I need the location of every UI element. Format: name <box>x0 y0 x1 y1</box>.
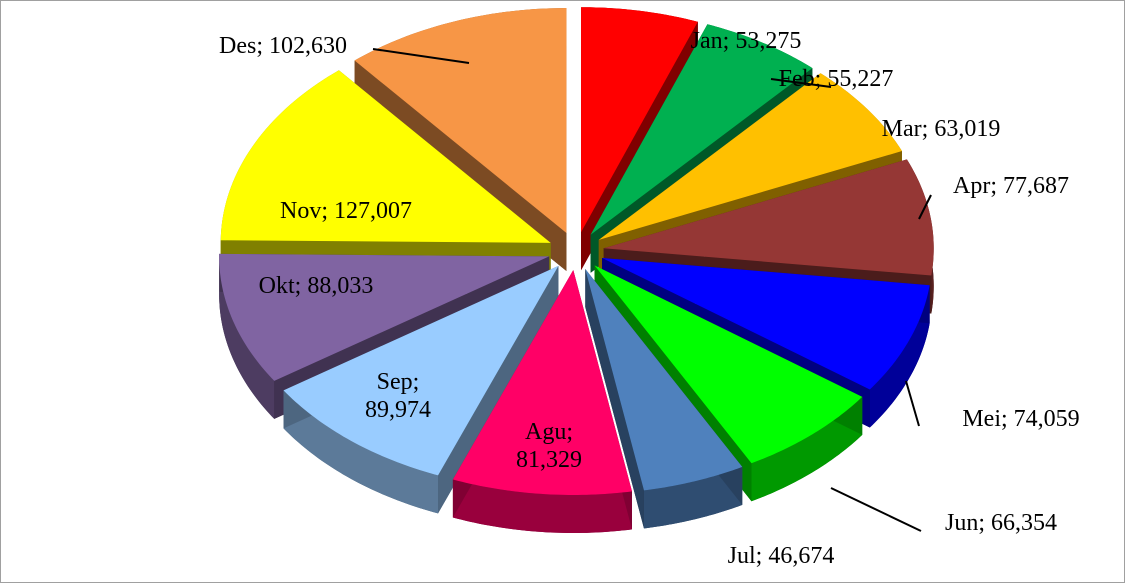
data-label: Apr; 77,687 <box>953 173 1069 199</box>
data-label: Jul; 46,674 <box>727 543 835 569</box>
data-label: Nov; 127,007 <box>280 198 412 224</box>
leader-line <box>918 194 932 220</box>
slice <box>590 24 813 235</box>
data-label: Des; 102,630 <box>219 33 347 59</box>
data-label: Jan; 53,275 <box>690 28 802 54</box>
data-label: Sep; 89,974 <box>365 369 431 423</box>
slice <box>581 7 698 233</box>
slice <box>594 265 863 464</box>
slice <box>219 253 550 381</box>
slice <box>283 265 559 476</box>
data-label: Mei; 74,059 <box>962 406 1080 432</box>
slice-rim <box>452 479 632 534</box>
slice-rim <box>869 285 930 428</box>
slice-wall <box>438 265 559 514</box>
data-label: Okt; 88,033 <box>258 273 374 299</box>
leader-line <box>830 487 922 532</box>
slice-rim <box>751 396 863 502</box>
slice <box>598 73 902 240</box>
slice-wall <box>585 269 644 529</box>
slice <box>354 8 567 234</box>
data-label: Jun; 66,354 <box>944 510 1058 536</box>
leader-line <box>770 78 832 88</box>
leader-line <box>905 380 920 427</box>
data-label: Mar; 63,019 <box>881 116 1001 142</box>
slice <box>603 159 934 276</box>
slice <box>602 257 930 390</box>
leader-line <box>372 48 470 64</box>
slice <box>585 269 743 491</box>
data-label: Agu; 81,329 <box>516 419 582 473</box>
slice-rim <box>643 466 743 529</box>
slice-rim <box>283 390 439 514</box>
data-label: Feb; 55,227 <box>778 66 894 92</box>
slice-rim <box>219 253 275 419</box>
slice <box>220 70 551 243</box>
slice <box>452 270 632 496</box>
